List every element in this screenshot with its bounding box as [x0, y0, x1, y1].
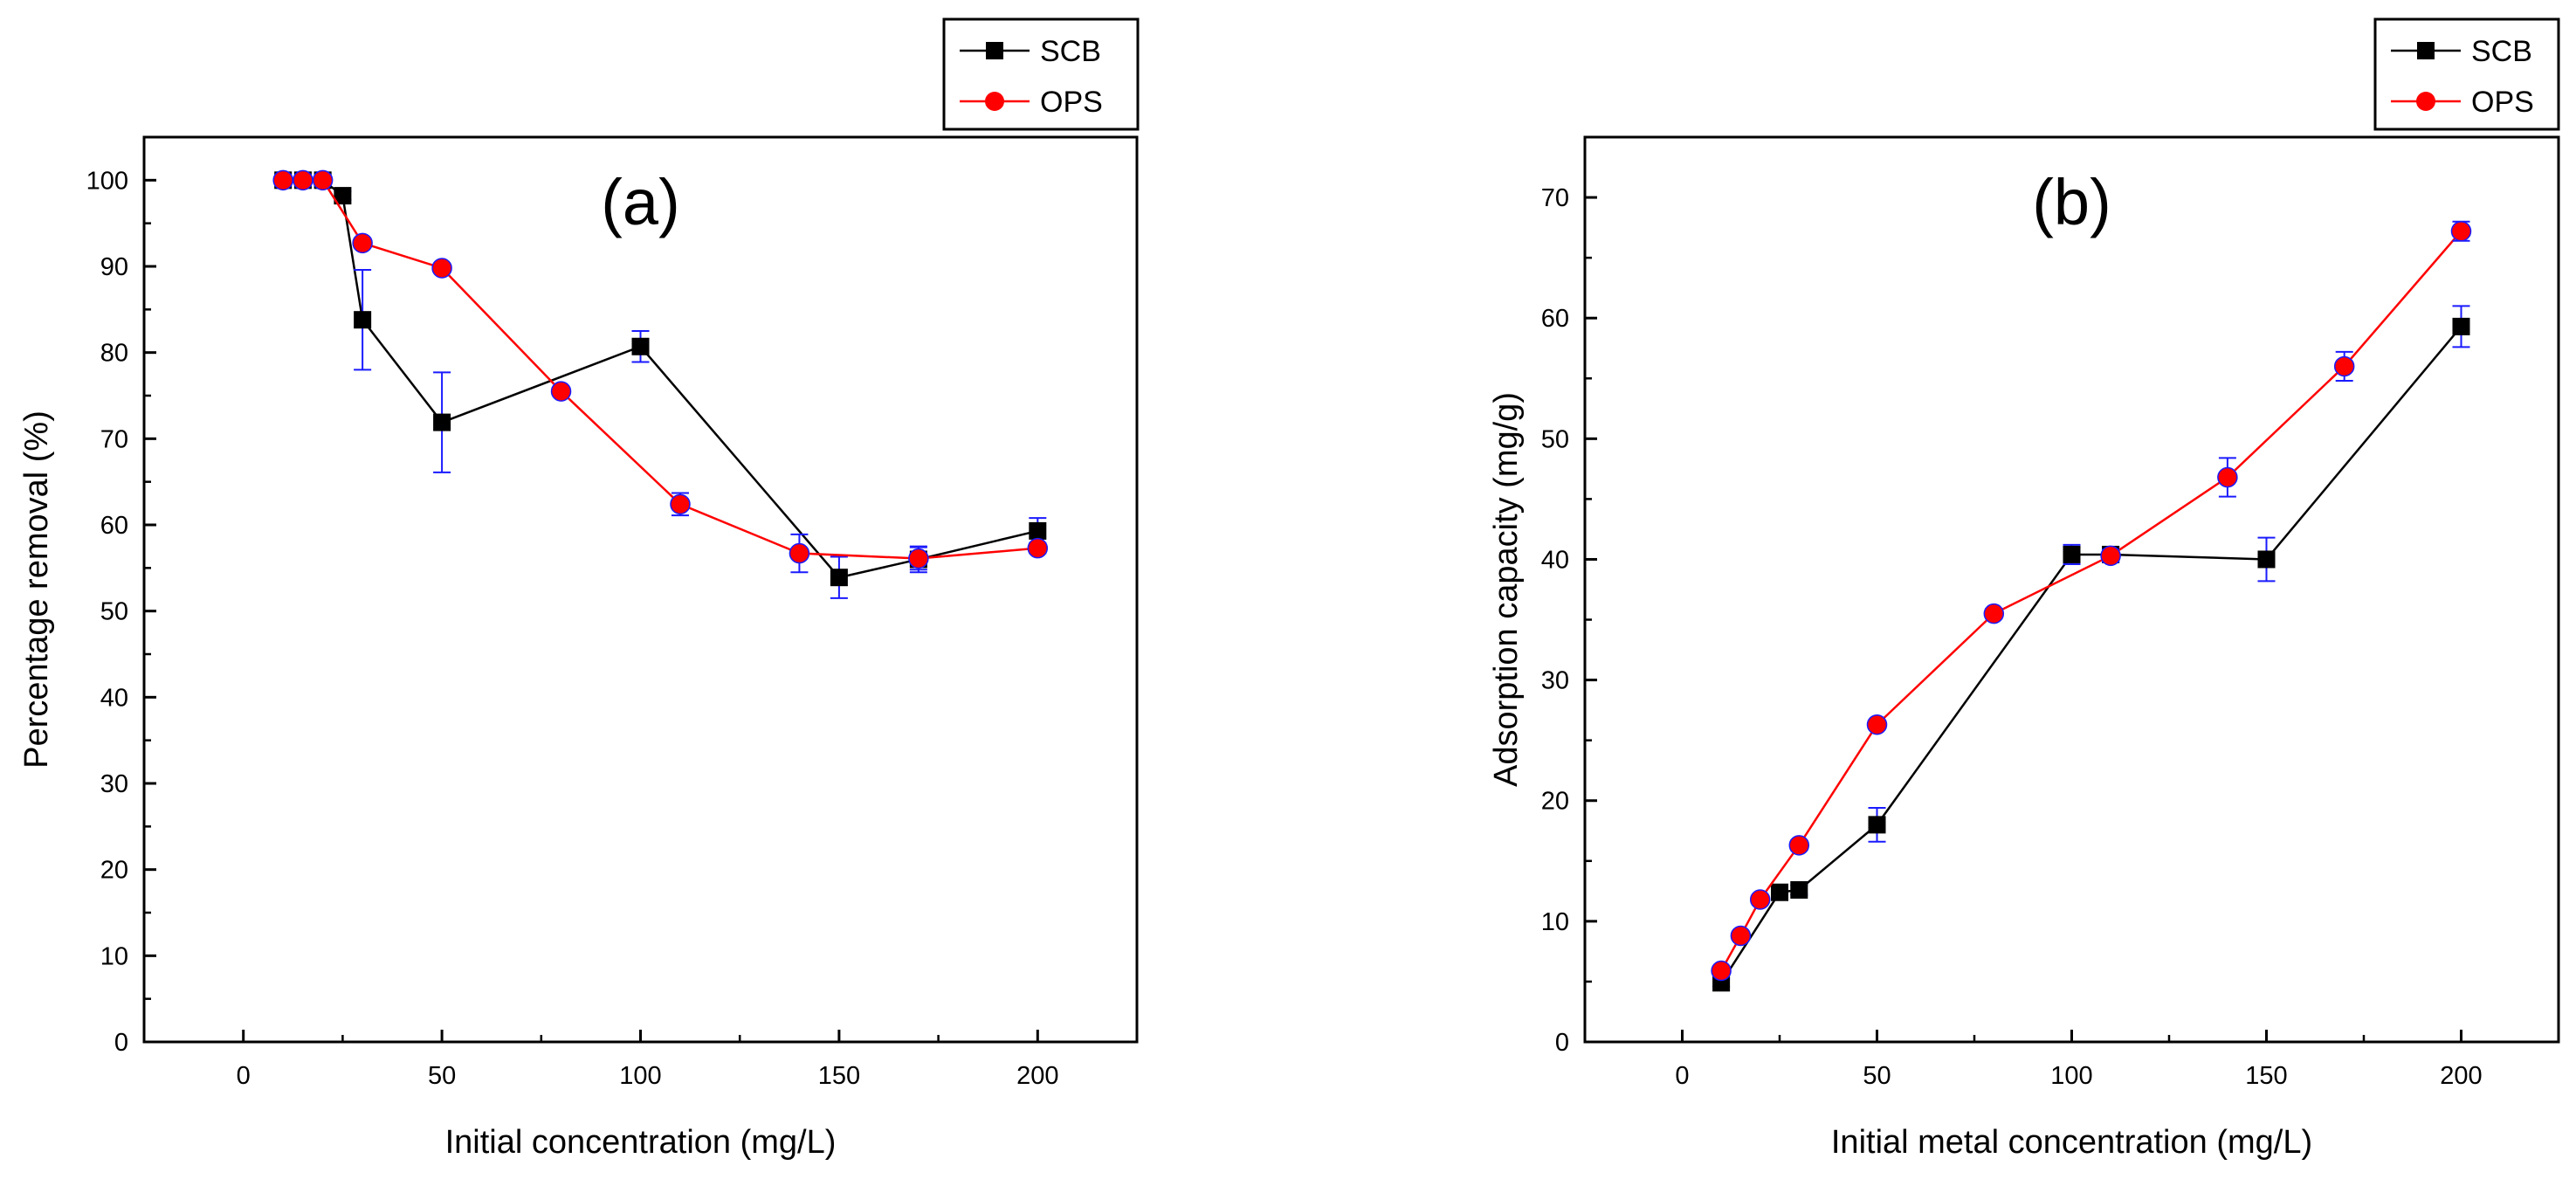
data-point-ops	[1983, 603, 2005, 624]
x-tick-label: 200	[2440, 1062, 2482, 1090]
y-tick-label: 20	[1541, 788, 1569, 816]
legend-box	[942, 17, 1140, 131]
y-tick-label: 10	[1541, 908, 1569, 936]
legend-label-ops: OPS	[1040, 86, 1103, 119]
plot-frame	[1583, 135, 2560, 1044]
y-tick-label: 30	[100, 770, 128, 798]
legend-marker-ops	[2416, 92, 2435, 111]
data-point-scb	[1868, 816, 1886, 834]
data-point-ops	[908, 548, 929, 569]
data-point-ops	[431, 258, 452, 279]
data-point-ops	[1749, 889, 1771, 910]
data-point-ops	[352, 232, 373, 254]
data-point-ops	[2333, 355, 2355, 377]
x-tick-label: 0	[1675, 1062, 1689, 1090]
y-tick-label: 60	[1541, 305, 1569, 333]
y-tick-label: 70	[1541, 184, 1569, 212]
data-point-scb	[1790, 880, 1808, 899]
x-axis-title: Initial metal concentration (mg/L)	[1831, 1124, 2312, 1161]
data-point-ops	[670, 493, 691, 515]
data-point-scb	[1029, 521, 1047, 540]
panel-label: (a)	[601, 166, 679, 238]
data-point-scb	[1771, 883, 1788, 901]
legend-marker-ops	[985, 92, 1004, 111]
y-tick-label: 0	[114, 1029, 128, 1057]
legend-label-scb: SCB	[1040, 35, 1101, 68]
legend-label-ops: OPS	[2471, 86, 2534, 119]
data-point-scb	[334, 187, 352, 205]
data-point-ops	[2450, 220, 2472, 242]
legend-box	[2373, 17, 2560, 131]
legend-label-scb: SCB	[2471, 35, 2532, 68]
legend-marker-scb	[986, 42, 1003, 59]
data-point-ops	[789, 542, 810, 564]
x-tick-label: 200	[1016, 1062, 1058, 1090]
y-tick-label: 70	[100, 425, 128, 453]
data-point-ops	[550, 381, 572, 402]
legend-marker-scb	[2417, 42, 2435, 59]
y-tick-label: 40	[100, 684, 128, 712]
panel-label: (b)	[2032, 166, 2111, 238]
data-point-ops	[1711, 960, 1732, 982]
series-line-scb	[283, 179, 1038, 579]
data-point-scb	[433, 413, 451, 431]
x-tick-label: 100	[2050, 1062, 2092, 1090]
y-tick-label: 0	[1555, 1029, 1569, 1057]
x-axis-title: Initial concentration (mg/L)	[445, 1124, 837, 1161]
series-line-scb	[1720, 326, 2462, 983]
data-point-scb	[2452, 317, 2470, 335]
chart-a: 0 10 20 30 40 50 60 70 80 90 100 0 50 100 150 200 Initia…	[18, 17, 1140, 1161]
x-tick-label: 50	[1863, 1062, 1891, 1090]
x-tick-label: 0	[237, 1062, 251, 1090]
series-line-ops	[1720, 230, 2462, 972]
data-point-ops	[1730, 925, 1752, 947]
y-tick-label: 80	[100, 340, 128, 368]
data-point-ops	[2217, 466, 2238, 488]
y-tick-label: 50	[100, 598, 128, 626]
data-point-ops	[312, 169, 334, 191]
x-tick-label: 150	[2245, 1062, 2287, 1090]
y-tick-label: 20	[100, 857, 128, 885]
data-point-ops	[2100, 545, 2121, 567]
y-tick-label: 100	[86, 167, 128, 195]
data-point-scb	[354, 311, 372, 329]
x-tick-label: 150	[818, 1062, 860, 1090]
data-point-scb	[830, 569, 848, 587]
y-tick-label: 10	[100, 942, 128, 970]
data-point-ops	[1027, 537, 1049, 559]
y-axis-title: Percentage removal (%)	[18, 410, 55, 769]
data-point-ops	[1866, 714, 1888, 735]
x-tick-label: 50	[428, 1062, 456, 1090]
data-point-ops	[272, 169, 293, 191]
y-tick-label: 60	[100, 512, 128, 540]
data-point-scb	[2063, 545, 2081, 563]
y-axis-title: Adsorption capacity (mg/g)	[1488, 392, 1525, 787]
data-point-scb	[631, 337, 650, 355]
y-tick-label: 40	[1541, 546, 1569, 574]
data-point-ops	[1788, 835, 1810, 856]
data-point-scb	[2257, 550, 2276, 569]
y-tick-label: 50	[1541, 425, 1569, 453]
plot-frame	[142, 135, 1139, 1044]
x-tick-label: 100	[619, 1062, 661, 1090]
y-tick-label: 90	[100, 253, 128, 281]
chart-b: 0 10 20 30 40 50 60 70 0 50 100 150 200 Initial metal…	[1488, 17, 2560, 1161]
y-tick-label: 30	[1541, 667, 1569, 695]
data-point-ops	[293, 169, 313, 191]
